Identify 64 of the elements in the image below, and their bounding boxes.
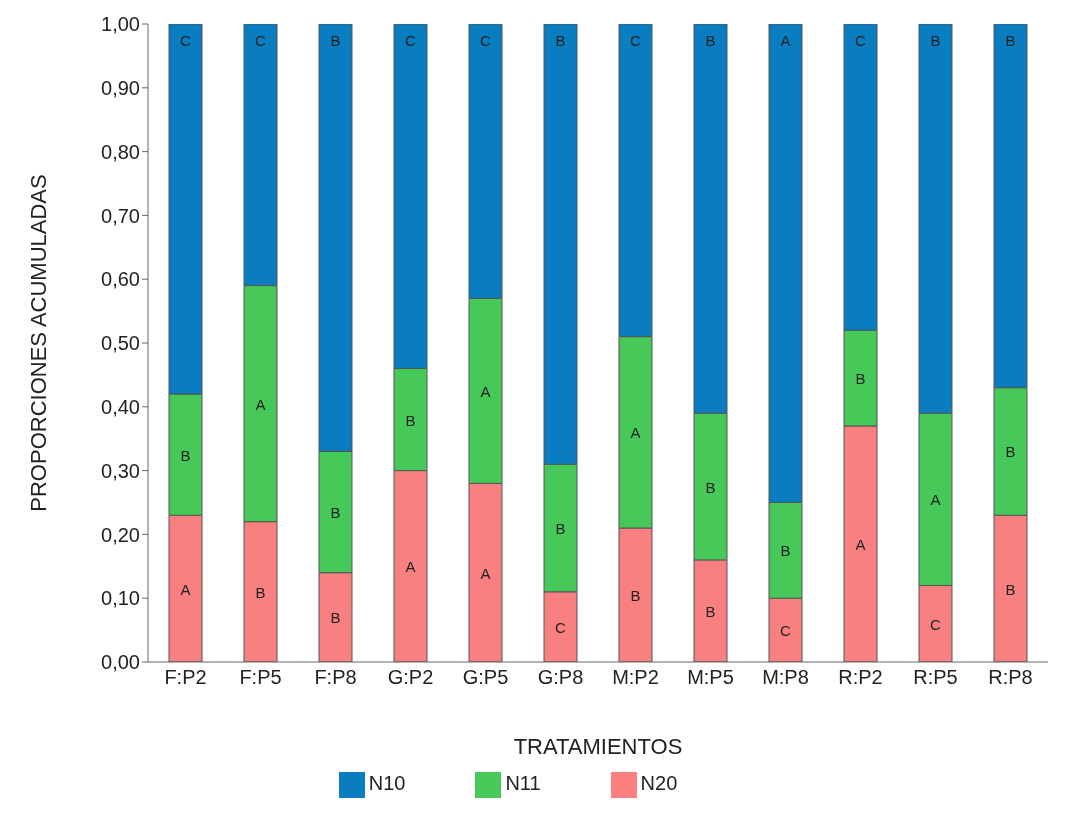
data-label: B: [1005, 580, 1016, 598]
data-label: A: [255, 395, 266, 413]
data-label: C: [630, 32, 642, 49]
x-tick-label: M:P5: [687, 666, 734, 689]
data-label: A: [780, 32, 791, 49]
data-label: C: [855, 32, 867, 49]
y-tick-label: 0,10: [101, 587, 140, 610]
data-label: B: [930, 32, 941, 49]
x-tick-label: R:P8: [988, 666, 1033, 689]
y-tick-label: 0,80: [101, 140, 140, 163]
y-tick-label: 0,20: [101, 523, 140, 546]
x-tick-label: F:P2: [164, 666, 207, 689]
data-label: A: [930, 491, 941, 509]
data-label: B: [780, 542, 791, 560]
data-label: B: [405, 411, 416, 429]
data-label: C: [255, 32, 267, 49]
y-tick-label: 0,00: [101, 651, 140, 674]
data-label: C: [480, 32, 492, 49]
x-tick-label: G:P5: [462, 666, 509, 689]
data-label: B: [630, 587, 641, 605]
data-label: B: [255, 583, 266, 601]
data-label: C: [180, 32, 192, 49]
y-tick-label: 0,50: [101, 332, 140, 355]
legend-label: N10: [368, 772, 406, 795]
data-label: B: [705, 602, 716, 620]
x-tick-label: R:P5: [913, 666, 958, 689]
y-tick-label: 0,90: [101, 76, 140, 99]
data-label: B: [180, 446, 191, 464]
data-label: C: [930, 615, 942, 633]
y-axis-title: PROPORCIONES ACUMULADAS: [25, 174, 51, 512]
data-label: A: [855, 535, 866, 553]
x-tick-label: F:P5: [239, 666, 282, 689]
data-label: B: [1005, 32, 1016, 49]
data-label: B: [705, 478, 716, 496]
y-tick-label: 0,30: [101, 459, 140, 482]
data-label: A: [405, 558, 416, 576]
x-tick-label: G:P8: [537, 666, 584, 689]
data-label: B: [330, 504, 341, 522]
data-label: C: [405, 32, 417, 49]
data-label: B: [855, 370, 866, 388]
data-label: A: [480, 564, 491, 582]
legend-label: N11: [505, 772, 541, 795]
data-label: C: [780, 622, 792, 640]
x-tick-label: M:P8: [762, 666, 809, 689]
data-label: B: [705, 32, 716, 49]
data-label: B: [330, 609, 341, 627]
data-label: A: [630, 424, 641, 442]
x-tick-label: M:P2: [612, 666, 659, 689]
y-tick-label: 1,00: [101, 13, 140, 36]
data-label: B: [330, 32, 341, 49]
x-tick-label: R:P2: [838, 666, 883, 689]
data-label: B: [1005, 443, 1016, 461]
data-label: C: [555, 618, 567, 636]
x-axis-title: TRATAMIENTOS: [513, 734, 683, 759]
x-tick-label: G:P2: [387, 666, 434, 689]
data-label: A: [180, 580, 191, 598]
y-tick-label: 0,40: [101, 395, 140, 418]
y-tick-label: 0,70: [101, 204, 140, 227]
x-tick-label: F:P8: [314, 666, 357, 689]
y-tick-label: 0,60: [101, 268, 140, 291]
data-label: A: [480, 382, 491, 400]
legend-label: N20: [640, 772, 678, 795]
data-label: B: [555, 520, 566, 538]
data-label: B: [555, 32, 566, 49]
